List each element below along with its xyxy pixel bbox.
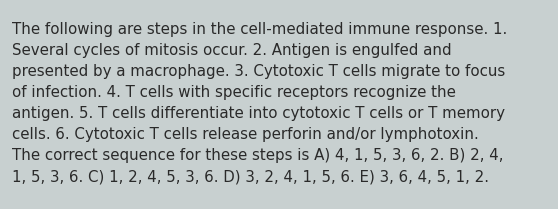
Text: presented by a macrophage. 3. Cytotoxic T cells migrate to focus: presented by a macrophage. 3. Cytotoxic … xyxy=(12,64,505,79)
Text: Several cycles of mitosis occur. 2. Antigen is engulfed and: Several cycles of mitosis occur. 2. Anti… xyxy=(12,43,451,58)
Text: antigen. 5. T cells differentiate into cytotoxic T cells or T memory: antigen. 5. T cells differentiate into c… xyxy=(12,106,505,121)
Text: The following are steps in the cell-mediated immune response. 1.: The following are steps in the cell-medi… xyxy=(12,22,507,37)
Text: The correct sequence for these steps is A) 4, 1, 5, 3, 6, 2. B) 2, 4,: The correct sequence for these steps is … xyxy=(12,148,503,163)
Text: of infection. 4. T cells with specific receptors recognize the: of infection. 4. T cells with specific r… xyxy=(12,85,456,100)
Text: cells. 6. Cytotoxic T cells release perforin and/or lymphotoxin.: cells. 6. Cytotoxic T cells release perf… xyxy=(12,127,479,142)
Text: 1, 5, 3, 6. C) 1, 2, 4, 5, 3, 6. D) 3, 2, 4, 1, 5, 6. E) 3, 6, 4, 5, 1, 2.: 1, 5, 3, 6. C) 1, 2, 4, 5, 3, 6. D) 3, 2… xyxy=(12,169,489,184)
